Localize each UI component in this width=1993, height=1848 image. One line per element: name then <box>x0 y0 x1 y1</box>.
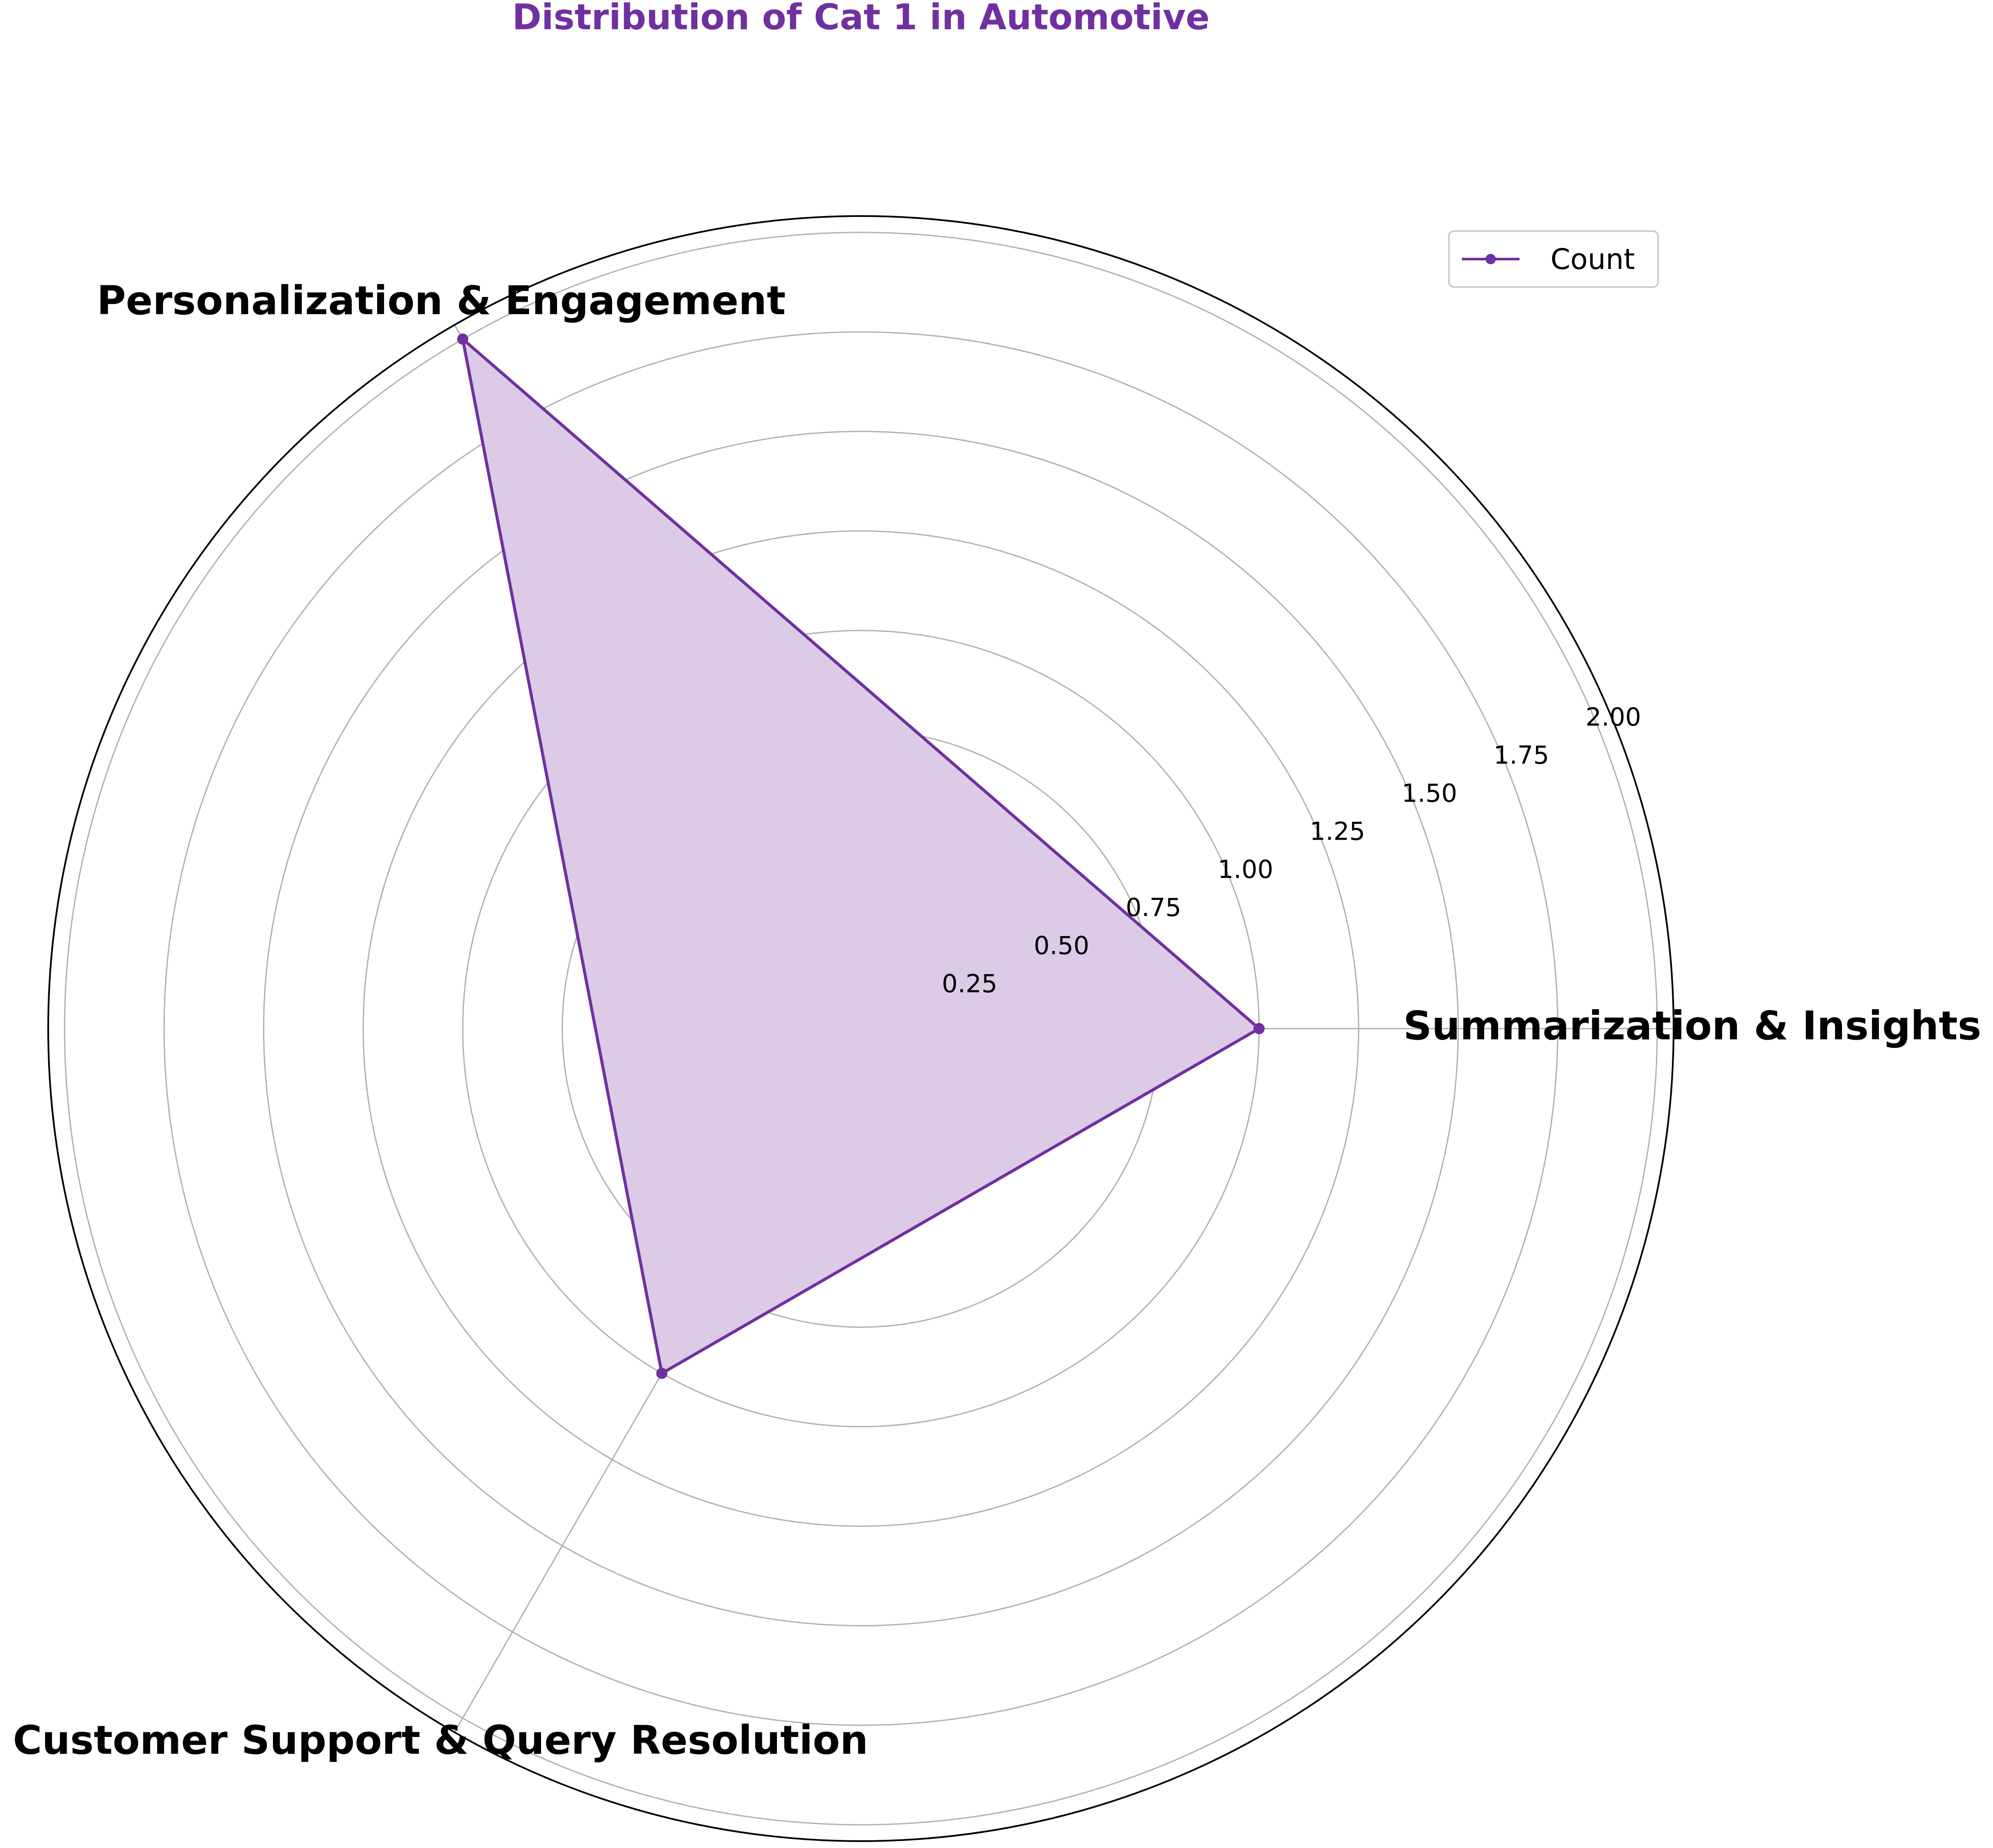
category-label: Personalization & Engagement <box>97 278 786 324</box>
r-tick-label: 0.75 <box>1126 893 1181 922</box>
r-tick-label: 1.50 <box>1402 779 1457 808</box>
category-label: Summarization & Insights <box>1403 1003 1981 1049</box>
data-point <box>457 333 468 345</box>
category-label-layer: Summarization & Insights Personalization … <box>13 278 1981 1763</box>
r-tick-label: 2.00 <box>1585 702 1641 732</box>
r-tick-label: 0.25 <box>942 969 997 998</box>
outer-frame <box>47 215 1674 1842</box>
legend-label: Count <box>1550 243 1635 276</box>
r-tick-label: 1.75 <box>1494 741 1549 770</box>
series-fill-area <box>463 339 1259 1374</box>
legend: Count <box>1448 230 1659 288</box>
series-layer <box>457 333 1265 1379</box>
data-point <box>656 1368 668 1379</box>
legend-frame <box>1448 230 1659 288</box>
chart-title: Distribution of Cat 1 in Automotive <box>512 0 1210 38</box>
category-label: Customer Support & Query Resolution <box>13 1717 868 1763</box>
tick-label-layer: 0.25 0.50 0.75 1.00 1.25 1.50 1.75 2.00 <box>942 702 1641 998</box>
r-tick-label: 0.50 <box>1034 931 1089 960</box>
data-point <box>1253 1023 1265 1034</box>
r-tick-label: 1.00 <box>1218 855 1273 884</box>
legend-marker <box>1485 254 1496 264</box>
r-tick-label: 1.25 <box>1309 816 1365 846</box>
series-line <box>460 335 1262 1376</box>
